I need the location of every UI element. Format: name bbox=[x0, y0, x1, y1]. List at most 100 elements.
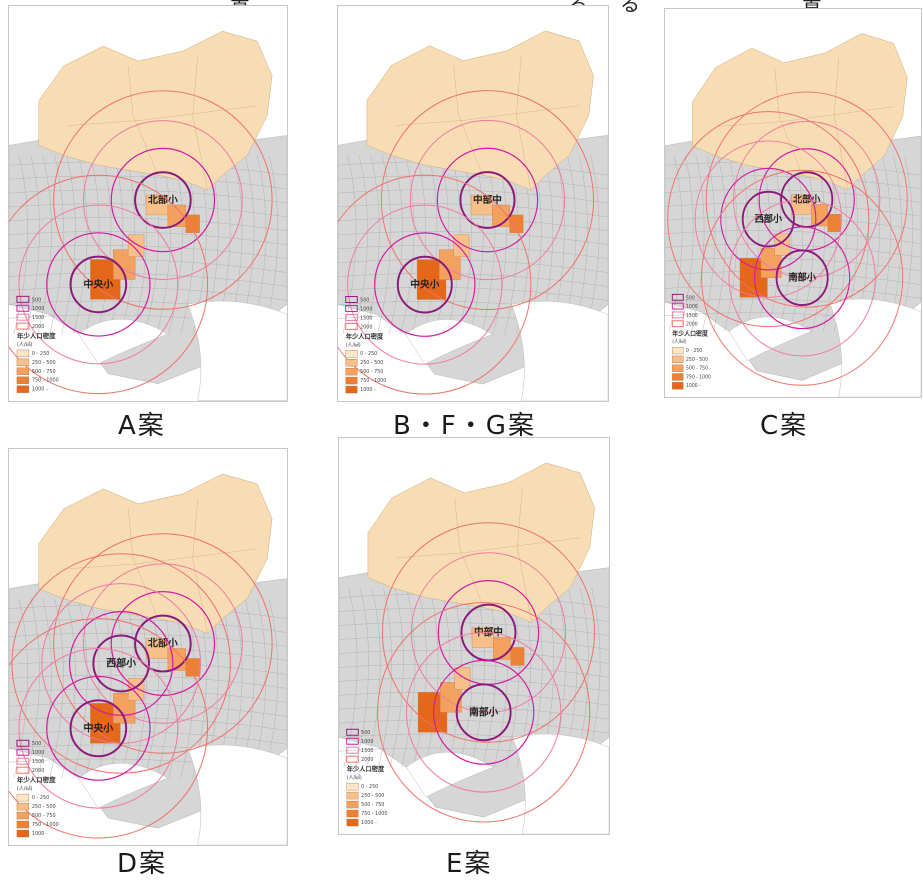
legend-class-label: 250 - 500 bbox=[32, 804, 56, 810]
caption-c: C案 bbox=[760, 411, 809, 441]
legend-class-swatch bbox=[346, 800, 359, 809]
buffer-ring bbox=[701, 169, 904, 386]
street-line bbox=[424, 587, 439, 768]
sea-east bbox=[829, 298, 921, 397]
north-zone bbox=[38, 473, 273, 634]
north-zone bbox=[367, 462, 595, 623]
north-boundaries bbox=[395, 55, 580, 191]
legend-class-swatch bbox=[16, 358, 30, 367]
boundary-line bbox=[719, 106, 894, 127]
legend-ring-label: 1500 bbox=[686, 313, 698, 319]
legend-class-swatch bbox=[16, 385, 30, 393]
buffer-ring bbox=[396, 255, 453, 314]
buffer-ring bbox=[409, 119, 566, 281]
legend-class-swatch bbox=[345, 359, 358, 367]
street-line bbox=[61, 598, 76, 779]
bay bbox=[405, 319, 493, 365]
buffer-rings bbox=[9, 618, 209, 839]
buffer-ring bbox=[53, 90, 273, 310]
legend-unit: (人/㎢) bbox=[17, 341, 33, 348]
street-line bbox=[724, 155, 738, 332]
legend-ring-label: 1000 bbox=[32, 306, 45, 312]
street-line bbox=[366, 587, 381, 768]
legend-class-swatch bbox=[345, 367, 358, 376]
buffer-ring bbox=[381, 522, 596, 743]
boundary-line bbox=[395, 105, 580, 126]
buffer-ring bbox=[338, 174, 532, 395]
street-line bbox=[132, 598, 148, 779]
north-zone bbox=[692, 33, 908, 191]
street-line bbox=[49, 598, 64, 779]
legend-class-swatch bbox=[672, 346, 684, 355]
buffer-ring bbox=[110, 147, 216, 253]
street-line bbox=[401, 587, 416, 768]
boundary-line bbox=[192, 498, 208, 634]
street-line bbox=[9, 189, 287, 204]
school-label: 南部小 bbox=[788, 271, 816, 283]
legend-class-swatch bbox=[672, 355, 684, 363]
street-line bbox=[746, 155, 760, 332]
street-line bbox=[339, 705, 609, 720]
street-line bbox=[9, 231, 287, 245]
legend-class-label: 1000 - bbox=[361, 820, 377, 826]
buffer-ring bbox=[82, 563, 243, 724]
legend-ring-swatch bbox=[16, 295, 30, 303]
street-line bbox=[735, 155, 749, 332]
legend-class-label: 0 - 250 bbox=[361, 784, 378, 790]
legend-ring-swatch bbox=[16, 313, 30, 321]
street-line bbox=[338, 259, 608, 273]
boundary-line bbox=[516, 55, 532, 191]
street-line bbox=[338, 287, 608, 301]
street-line bbox=[9, 272, 287, 287]
bay bbox=[406, 752, 494, 798]
density-block bbox=[510, 647, 525, 666]
legend-ring-label: 2000 bbox=[32, 768, 45, 774]
legend-ring-label: 500 bbox=[32, 741, 41, 747]
street-line bbox=[339, 719, 609, 734]
legend-ring-label: 500 bbox=[686, 295, 695, 301]
school-label: 中央小 bbox=[83, 277, 113, 290]
buffer-ring bbox=[377, 602, 591, 823]
school-label: 中央小 bbox=[410, 277, 439, 290]
street-line bbox=[9, 245, 287, 259]
buffer-ring bbox=[134, 171, 192, 229]
north-boundaries bbox=[719, 57, 894, 190]
legend-title: 年少人口密度 bbox=[17, 775, 56, 784]
street-line bbox=[9, 633, 287, 647]
legend-class-swatch bbox=[346, 791, 359, 800]
legend-unit: (人/㎢) bbox=[672, 338, 686, 345]
legend-ring-label: 2000 bbox=[361, 757, 373, 763]
street-line bbox=[61, 155, 76, 335]
map-panel-c: 北部小 西部小 南部小 500 1000 1500 2000 年少人口密度 (人/㎢) 0 - 2… bbox=[664, 8, 922, 398]
legend-class-swatch bbox=[346, 818, 359, 827]
caption-d: D案 bbox=[117, 849, 168, 879]
legend-ring-label: 2000 bbox=[686, 322, 698, 328]
legend-class-swatch bbox=[345, 350, 358, 358]
bay bbox=[78, 319, 169, 365]
street-line bbox=[779, 155, 793, 332]
street-line bbox=[680, 155, 694, 332]
boundary-line bbox=[127, 65, 159, 176]
map-panel-d: 北部小 西部小 中央小 500 1000 1500 2000 年少人口密度 (人/㎢) 0 - 2… bbox=[8, 448, 288, 846]
legend-class-swatch bbox=[16, 367, 30, 375]
street-line bbox=[13, 155, 28, 335]
street-line bbox=[25, 598, 40, 779]
caption-bfg: B・F・G案 bbox=[393, 411, 536, 441]
buffer-ring bbox=[11, 553, 231, 774]
buffer-ring bbox=[69, 255, 128, 314]
street-line bbox=[665, 189, 921, 203]
legend-class-swatch bbox=[16, 820, 30, 829]
buffer-ring bbox=[18, 647, 179, 809]
legend-ring-swatch bbox=[16, 757, 30, 765]
buffer-ring bbox=[741, 190, 795, 248]
legend-class-swatch bbox=[16, 349, 30, 358]
density-block bbox=[509, 214, 524, 234]
boundary-line bbox=[68, 548, 258, 569]
legend-ring-label: 2000 bbox=[360, 324, 372, 330]
boundary-line bbox=[192, 56, 208, 191]
legend-class-swatch bbox=[16, 811, 30, 820]
